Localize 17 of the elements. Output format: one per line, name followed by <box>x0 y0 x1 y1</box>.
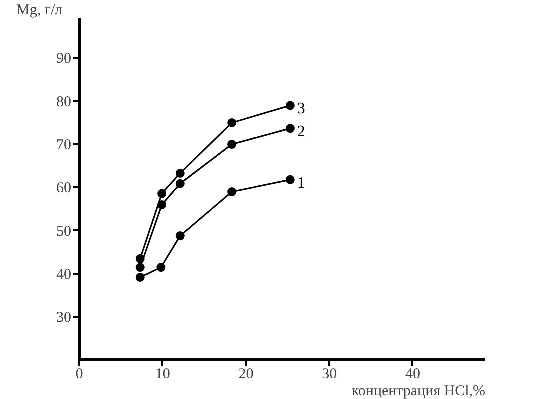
x-tick-label: 30 <box>322 366 338 382</box>
y-tick-label: 70 <box>56 138 72 154</box>
y-tick-label: 50 <box>56 224 72 240</box>
y-tick-label: 90 <box>56 51 72 68</box>
series-label: 1 <box>297 174 306 192</box>
y-tick-label: 60 <box>56 180 72 197</box>
y-tick-label: 30 <box>56 310 72 326</box>
y-tick-label: 80 <box>56 94 72 110</box>
series-label: 2 <box>297 124 306 141</box>
x-tick-label: 20 <box>238 366 254 382</box>
x-axis-title: концентрация HCl,% <box>352 384 486 399</box>
y-tick-label: 40 <box>56 267 72 284</box>
y-axis-title: Mg, г/л <box>16 2 64 18</box>
x-tick-label: 40 <box>405 366 420 382</box>
series-label: 3 <box>297 100 306 118</box>
x-tick-label: 10 <box>155 366 170 382</box>
x-tick-label: 0 <box>76 366 84 382</box>
